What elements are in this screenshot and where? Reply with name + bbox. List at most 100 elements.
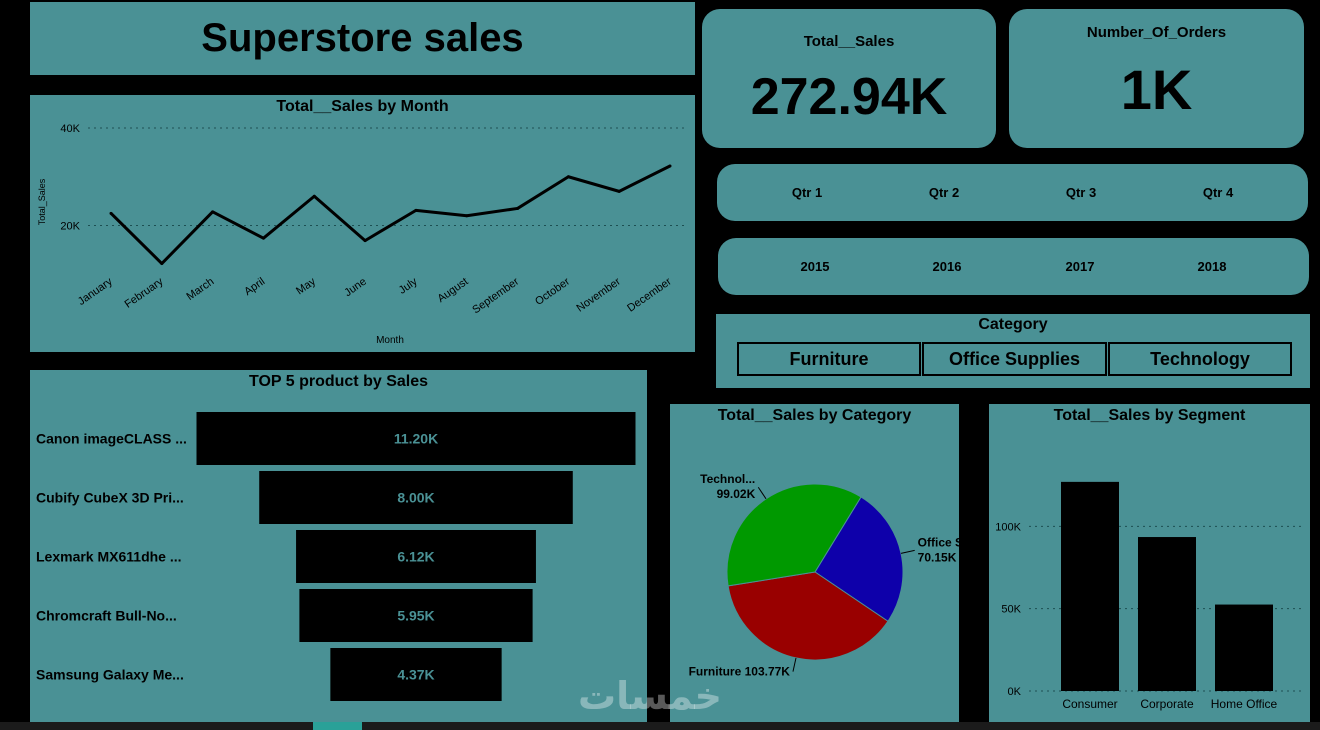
sales-by-month-panel: Total__Sales by Month Total_Sales Month … <box>30 95 695 352</box>
page-tab-strip <box>0 722 1320 730</box>
x-tick-label: April <box>242 276 267 298</box>
x-tick-label: March <box>184 276 216 303</box>
page-tab[interactable] <box>313 722 362 730</box>
line-point <box>465 214 469 218</box>
quarter-option[interactable]: Qtr 4 <box>1202 185 1234 200</box>
x-tick-label: Consumer <box>1062 697 1117 711</box>
sales-by-segment-chart: 0K 50K 100K Consumer Corporate Home Office <box>995 481 1305 711</box>
line-point <box>160 262 164 266</box>
funnel-value-label: 8.00K <box>397 490 434 506</box>
line-point <box>109 211 113 215</box>
product-label: Samsung Galaxy Me... <box>36 667 184 683</box>
segment-bar <box>1061 481 1119 691</box>
pie-value-label: 70.15K <box>918 550 957 564</box>
funnel-bar <box>299 589 533 642</box>
quarter-slicer: Qtr 1 Qtr 2 Qtr 3 Qtr 4 <box>717 164 1308 221</box>
y-tick-label: 40K <box>60 123 80 135</box>
product-label: Chromcraft Bull-No... <box>36 608 177 624</box>
year-slicer: 2015 2016 2017 2018 <box>718 238 1309 295</box>
y-tick-label: 50K <box>1001 604 1021 616</box>
segment-bar <box>1138 537 1196 691</box>
pie-value-label: 99.02K <box>717 487 756 501</box>
page-title: Superstore sales <box>201 16 524 60</box>
x-tick-label: November <box>574 275 623 314</box>
y-tick-label: 0K <box>1008 686 1022 698</box>
year-option[interactable]: 2015 <box>800 259 830 274</box>
sales-line <box>109 164 671 266</box>
orders-label: Number_Of_Orders <box>1086 24 1227 41</box>
sales-by-category-chart: Office Supplies70.15K Furniture 103.77K Te… <box>689 472 959 679</box>
category-slicer-title: Category <box>978 316 1048 333</box>
category-option-furniture[interactable]: Furniture <box>737 342 921 376</box>
x-tick-label: October <box>533 275 572 307</box>
funnel-value-label: 6.12K <box>397 549 434 565</box>
funnel-value-label: 5.95K <box>397 608 434 624</box>
total-sales-card: Total__Sales 272.94K <box>702 9 996 148</box>
x-tick-label: May <box>294 275 318 297</box>
pie-label: Furniture 103.77K <box>689 665 791 679</box>
line-point <box>617 189 621 193</box>
y-tick-label: 100K <box>995 521 1021 533</box>
segment-title: Total__Sales by Segment <box>1053 407 1246 424</box>
pie-title: Total__Sales by Category <box>717 407 912 424</box>
segment-bar <box>1215 604 1273 691</box>
category-option-technology[interactable]: Technology <box>1108 342 1292 376</box>
year-option[interactable]: 2017 <box>1065 259 1095 274</box>
y-tick-label: 20K <box>60 221 80 233</box>
category-option-office-supplies[interactable]: Office Supplies <box>922 342 1107 376</box>
pie-label: Office Supplies <box>918 535 959 549</box>
quarter-option[interactable]: Qtr 1 <box>791 185 823 200</box>
line-point <box>312 194 316 198</box>
funnel-bar <box>196 412 636 465</box>
x-tick-label: September <box>470 275 521 316</box>
sales-by-month-chart: Total_Sales Month 20K 40K January February M… <box>37 123 685 346</box>
watermark: خمسات <box>578 676 722 718</box>
pie-slice <box>726 483 862 587</box>
x-tick-label: December <box>625 275 674 314</box>
line-point <box>668 164 672 168</box>
x-tick-label: June <box>342 276 368 300</box>
x-tick-label: July <box>397 275 420 296</box>
sales-by-segment-panel: Total__Sales by Segment 0K 50K 100K Consume… <box>989 404 1310 722</box>
line-point <box>261 236 265 240</box>
x-axis-label: Month <box>376 335 404 346</box>
line-point <box>516 206 520 210</box>
x-tick-label: August <box>436 276 471 305</box>
pie-leader-line <box>792 657 797 672</box>
pie-slice <box>814 496 904 622</box>
product-label: Canon imageCLASS ... <box>36 431 187 447</box>
top5-products-chart: 11.20K Canon imageCLASS ... 8.00K Cubify Cu… <box>36 412 636 701</box>
funnel-bar <box>296 530 536 583</box>
pie-leader-line <box>900 549 915 554</box>
total-sales-value: 272.94K <box>750 68 948 126</box>
title-panel: Superstore sales <box>30 2 695 75</box>
total-sales-label: Total__Sales <box>803 33 895 50</box>
x-tick-label: January <box>76 275 115 308</box>
y-axis-label: Total_Sales <box>37 178 47 225</box>
orders-card: Number_Of_Orders 1K <box>1009 9 1304 148</box>
sales-by-month-title: Total__Sales by Month <box>276 98 449 115</box>
year-option[interactable]: 2016 <box>932 259 962 274</box>
quarter-option[interactable]: Qtr 3 <box>1065 185 1097 200</box>
x-tick-label: Corporate <box>1140 697 1194 711</box>
funnel-value-label: 4.37K <box>397 667 434 683</box>
pie-leader-line <box>757 486 767 500</box>
quarter-option[interactable]: Qtr 2 <box>928 185 960 200</box>
top5-products-panel: TOP 5 product by Sales 11.20K Canon image… <box>30 370 647 722</box>
line-point <box>414 208 418 212</box>
year-option[interactable]: 2018 <box>1197 259 1227 274</box>
sales-by-category-panel: Total__Sales by Category Office Supplies… <box>670 404 959 722</box>
funnel-bar <box>259 471 573 524</box>
x-tick-label: February <box>123 275 166 310</box>
funnel-bar <box>330 648 502 701</box>
pie-slice <box>727 571 889 661</box>
product-label: Lexmark MX611dhe ... <box>36 549 182 565</box>
product-label: Cubify CubeX 3D Pri... <box>36 490 184 506</box>
x-tick-label: Home Office <box>1211 697 1278 711</box>
line-point <box>363 239 367 243</box>
orders-value: 1K <box>1120 58 1193 121</box>
line-point <box>211 210 215 214</box>
funnel-value-label: 11.20K <box>394 431 438 447</box>
line-point <box>566 175 570 179</box>
pie-label: Technol... <box>700 472 755 486</box>
